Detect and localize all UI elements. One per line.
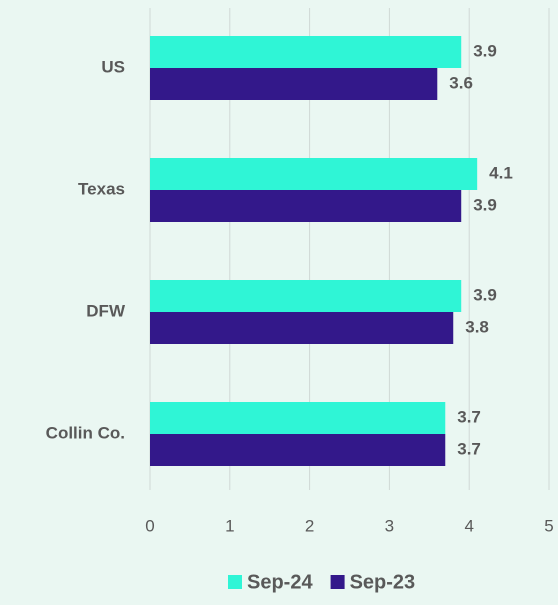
bar xyxy=(150,434,446,466)
category-label: US xyxy=(101,57,125,76)
bar xyxy=(150,36,462,68)
data-label: 3.9 xyxy=(473,285,497,304)
legend-swatch xyxy=(228,575,242,589)
bar xyxy=(150,158,478,190)
category-label: DFW xyxy=(86,301,126,320)
legend-swatch xyxy=(330,575,345,589)
bar xyxy=(150,402,446,434)
x-tick-label: 0 xyxy=(145,516,154,535)
data-label: 3.6 xyxy=(449,73,473,92)
x-tick-label: 4 xyxy=(464,516,473,535)
data-label: 3.8 xyxy=(465,317,489,336)
x-tick-label: 5 xyxy=(544,516,553,535)
data-label: 3.9 xyxy=(473,195,497,214)
x-tick-label: 3 xyxy=(385,516,394,535)
category-label: Collin Co. xyxy=(46,423,125,442)
legend-label: Sep-24 xyxy=(247,571,313,593)
data-label: 3.7 xyxy=(457,407,481,426)
x-tick-label: 2 xyxy=(305,516,314,535)
x-tick-label: 1 xyxy=(225,516,234,535)
bar xyxy=(150,280,462,312)
category-label: Texas xyxy=(78,179,125,198)
data-label: 3.7 xyxy=(457,439,481,458)
bar xyxy=(150,190,462,222)
data-label: 3.9 xyxy=(473,41,497,60)
legend-label: Sep-23 xyxy=(350,571,416,593)
bar xyxy=(150,312,454,344)
bar xyxy=(150,68,438,100)
data-label: 4.1 xyxy=(489,163,513,182)
